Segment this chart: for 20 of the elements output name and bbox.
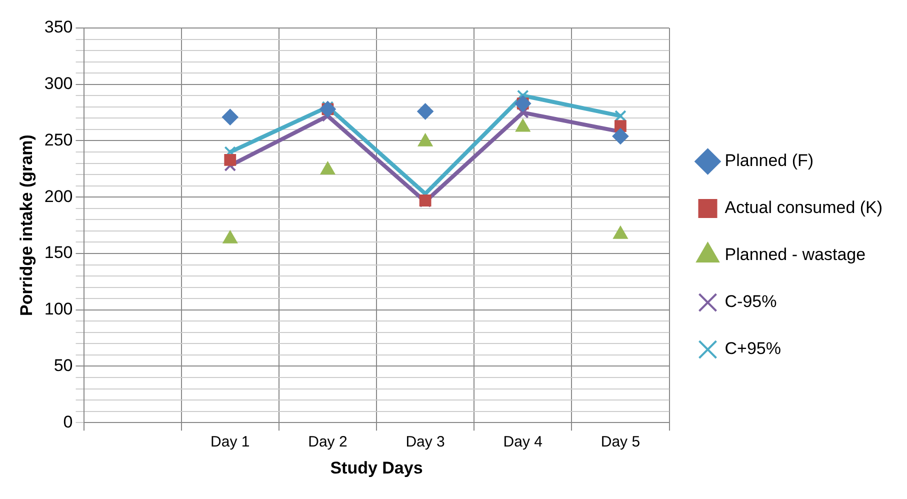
legend-label: C-95%	[724, 292, 777, 312]
y-axis-title: Porridge intake (gram)	[16, 134, 36, 316]
y-tick-label: 200	[44, 186, 73, 206]
x-tick-label: Day 1	[210, 434, 250, 451]
y-tick-label: 100	[44, 300, 73, 319]
legend-label: Planned (F)	[724, 151, 814, 170]
x-tick-label: Day 4	[503, 434, 542, 451]
y-tick-label: 50	[54, 356, 73, 375]
y-tick-label: 0	[63, 412, 73, 432]
y-tick-label: 150	[44, 243, 73, 262]
legend-label: C+95%	[724, 339, 781, 358]
y-tick-label: 250	[44, 130, 73, 150]
y-tick-label: 350	[44, 18, 73, 37]
y-tick-label: 300	[44, 74, 73, 94]
x-axis-title: Study Days	[330, 458, 423, 478]
x-tick-label: Day 3	[406, 434, 445, 451]
x-tick-label: Day 2	[308, 434, 348, 451]
legend-label: Actual consumed (K)	[724, 198, 883, 218]
x-tick-label: Day 5	[600, 434, 640, 451]
legend-label: Planned - wastage	[724, 245, 866, 264]
